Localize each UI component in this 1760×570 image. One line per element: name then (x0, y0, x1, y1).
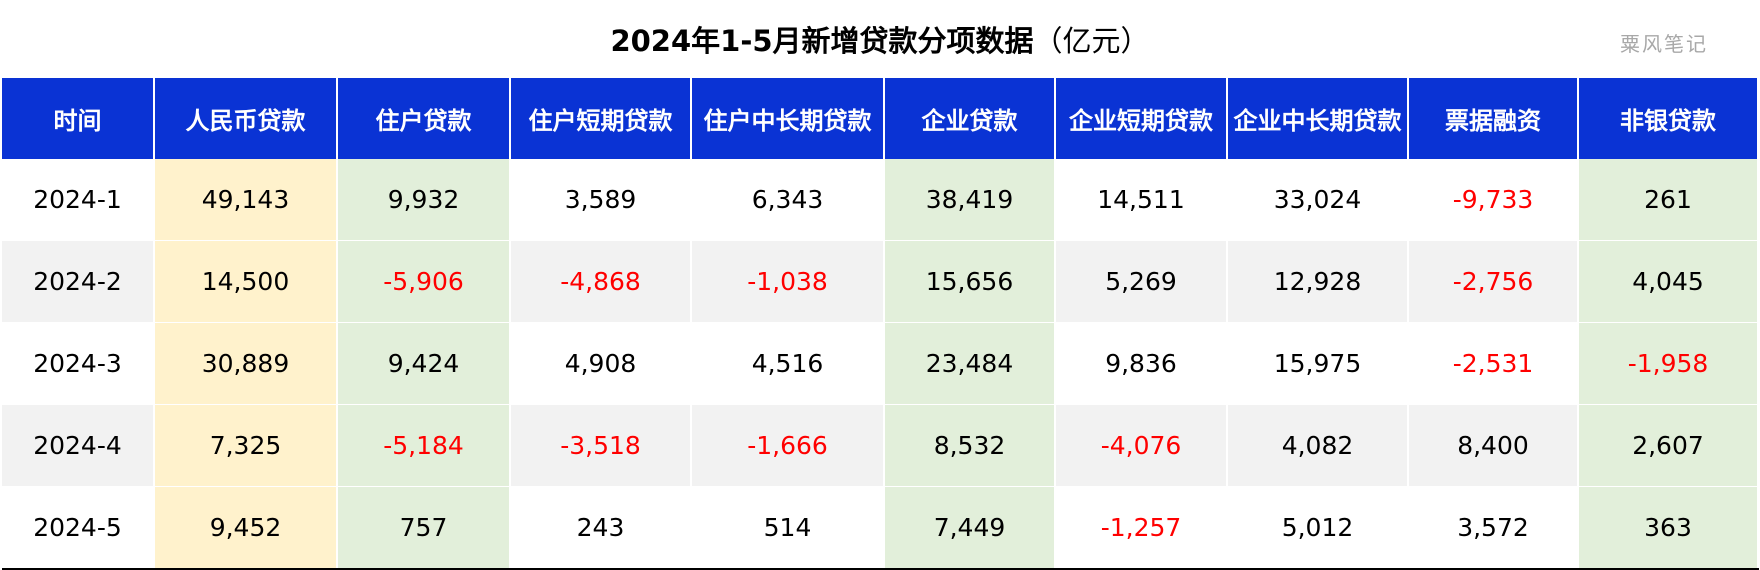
cell-col-corporate-long: 12,928 (1227, 240, 1409, 323)
header-col-household-loans: 住户贷款 (337, 78, 511, 159)
cell-col-corporate-short: -1,257 (1055, 486, 1228, 570)
header-col-household-short: 住户短期贷款 (510, 78, 692, 159)
cell-col-corporate-long: 33,024 (1227, 159, 1409, 241)
header-col-rmb-loans: 人民币贷款 (154, 78, 338, 159)
table-header-row: 时间 人民币贷款 住户贷款 住户短期贷款 住户中长期贷款 企业贷款 企业短期贷款 企业中长期贷… (2, 78, 1759, 159)
cell-col-household-short: 243 (510, 486, 692, 570)
cell-col-corporate-short: 14,511 (1055, 159, 1228, 241)
cell-col-rmb-loans: 7,325 (154, 404, 338, 487)
cell-col-nonbank-loans: 4,045 (1578, 240, 1759, 323)
cell-col-household-short: 3,589 (510, 159, 692, 241)
cell-col-time: 2024-2 (2, 240, 155, 323)
watermark: 粟风笔记 (1620, 32, 1708, 56)
cell-col-household-short: -3,518 (510, 404, 692, 487)
cell-col-corporate-loans: 15,656 (884, 240, 1056, 323)
cell-col-bill-financing: -2,756 (1408, 240, 1579, 323)
cell-col-household-long: -1,038 (691, 240, 885, 323)
table-row: 2024-3 30,889 9,424 4,908 4,516 23,484 9,836 15… (2, 322, 1759, 405)
header-col-nonbank-loans: 非银贷款 (1578, 78, 1759, 159)
cell-col-household-long: 4,516 (691, 322, 885, 405)
cell-col-corporate-short: -4,076 (1055, 404, 1228, 487)
header-col-corporate-short: 企业短期贷款 (1055, 78, 1228, 159)
cell-col-household-short: -4,868 (510, 240, 692, 323)
title-main: 2024年1-5月新增贷款分项数据 (610, 24, 1034, 58)
cell-col-nonbank-loans: -1,958 (1578, 322, 1759, 405)
cell-col-corporate-long: 5,012 (1227, 486, 1409, 570)
cell-col-rmb-loans: 49,143 (154, 159, 338, 241)
cell-col-rmb-loans: 30,889 (154, 322, 338, 405)
page-title: 2024年1-5月新增贷款分项数据（亿元） (0, 18, 1760, 60)
cell-col-nonbank-loans: 2,607 (1578, 404, 1759, 487)
cell-col-bill-financing: -2,531 (1408, 322, 1579, 405)
cell-col-household-loans: 757 (337, 486, 511, 570)
cell-col-household-long: 514 (691, 486, 885, 570)
cell-col-household-long: -1,666 (691, 404, 885, 487)
header-col-corporate-long: 企业中长期贷款 (1227, 78, 1409, 159)
cell-col-household-long: 6,343 (691, 159, 885, 241)
cell-col-corporate-long: 4,082 (1227, 404, 1409, 487)
header-col-household-long: 住户中长期贷款 (691, 78, 885, 159)
table-row: 2024-1 49,143 9,932 3,589 6,343 38,419 14,511 3… (2, 159, 1759, 241)
cell-col-corporate-long: 15,975 (1227, 322, 1409, 405)
cell-col-corporate-short: 5,269 (1055, 240, 1228, 323)
table-row: 2024-5 9,452 757 243 514 7,449 -1,257 5,012 3,57… (2, 486, 1759, 570)
cell-col-nonbank-loans: 363 (1578, 486, 1759, 570)
cell-col-rmb-loans: 14,500 (154, 240, 338, 323)
header-col-time: 时间 (2, 78, 155, 159)
table-row: 2024-4 7,325 -5,184 -3,518 -1,666 8,532 -4,076… (2, 404, 1759, 487)
cell-col-household-loans: 9,424 (337, 322, 511, 405)
cell-col-corporate-loans: 23,484 (884, 322, 1056, 405)
title-unit: （亿元） (1033, 24, 1150, 58)
cell-col-corporate-loans: 8,532 (884, 404, 1056, 487)
table-row: 2024-2 14,500 -5,906 -4,868 -1,038 15,656 5,26… (2, 240, 1759, 323)
cell-col-household-short: 4,908 (510, 322, 692, 405)
cell-col-household-loans: -5,184 (337, 404, 511, 487)
cell-col-household-loans: 9,932 (337, 159, 511, 241)
cell-col-time: 2024-3 (2, 322, 155, 405)
cell-col-time: 2024-4 (2, 404, 155, 487)
header-col-bill-financing: 票据融资 (1408, 78, 1579, 159)
cell-col-bill-financing: 3,572 (1408, 486, 1579, 570)
cell-col-time: 2024-5 (2, 486, 155, 570)
cell-col-rmb-loans: 9,452 (154, 486, 338, 570)
cell-col-bill-financing: 8,400 (1408, 404, 1579, 487)
header-col-corporate-loans: 企业贷款 (884, 78, 1056, 159)
cell-col-corporate-short: 9,836 (1055, 322, 1228, 405)
cell-col-corporate-loans: 38,419 (884, 159, 1056, 241)
cell-col-household-loans: -5,906 (337, 240, 511, 323)
cell-col-time: 2024-1 (2, 159, 155, 241)
loan-data-table: 时间 人民币贷款 住户贷款 住户短期贷款 住户中长期贷款 企业贷款 企业短期贷款 企业中长期贷… (2, 78, 1759, 570)
cell-col-nonbank-loans: 261 (1578, 159, 1759, 241)
cell-col-bill-financing: -9,733 (1408, 159, 1579, 241)
cell-col-corporate-loans: 7,449 (884, 486, 1056, 570)
